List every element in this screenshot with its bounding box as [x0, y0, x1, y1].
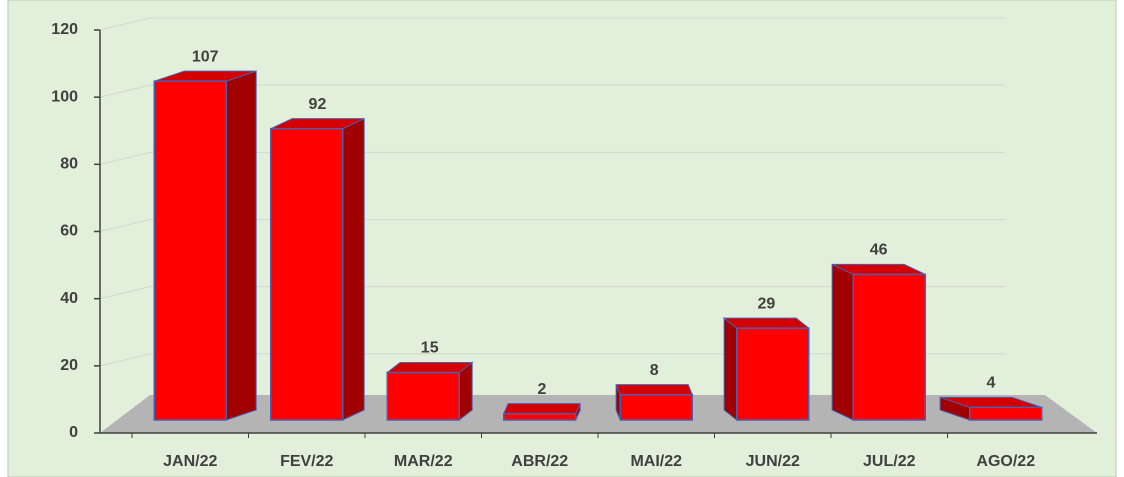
- y-tick-label: 40: [60, 290, 78, 307]
- bar-front: [386, 371, 460, 421]
- y-tick-label: 20: [60, 357, 78, 374]
- data-label: 4: [986, 375, 995, 392]
- x-tick-label: ABR/22: [511, 453, 568, 470]
- x-tick-label: JUN/22: [746, 453, 800, 470]
- bar-front: [270, 127, 344, 421]
- grid-line: [99, 84, 1005, 98]
- y-tick-label: 120: [51, 21, 78, 38]
- bar-top: [722, 317, 811, 329]
- y-tick-label: 100: [51, 88, 78, 105]
- x-tick-label: FEV/22: [280, 453, 333, 470]
- x-tick-label: JAN/22: [163, 453, 217, 470]
- data-label: 92: [309, 96, 327, 113]
- bar-top: [385, 362, 474, 373]
- bar-side: [831, 263, 854, 421]
- grid-line: [99, 151, 1005, 165]
- data-label: 8: [650, 362, 659, 379]
- x-tick-label: MAR/22: [394, 453, 453, 470]
- bar-front: [969, 406, 1043, 421]
- bar: [722, 317, 811, 422]
- bar: [831, 263, 926, 421]
- bar: [270, 117, 365, 421]
- grid-line: [99, 286, 1005, 300]
- bar: [615, 384, 693, 421]
- data-label: 46: [870, 242, 888, 259]
- data-label: 29: [758, 295, 776, 312]
- grid-line: [99, 353, 1005, 367]
- bar-front: [852, 273, 926, 421]
- bar-top: [502, 403, 581, 415]
- bar: [153, 70, 257, 421]
- y-tick-label: 0: [69, 424, 78, 441]
- data-label: 107: [192, 48, 219, 65]
- y-tick-label: 60: [60, 223, 78, 240]
- data-label: 15: [421, 340, 439, 357]
- bar-side: [723, 317, 738, 422]
- x-tick-label: MAI/22: [630, 453, 682, 470]
- grid-line: [99, 17, 1005, 31]
- bar-front: [153, 80, 227, 421]
- data-label: 2: [537, 381, 546, 398]
- x-tick-label: AGO/22: [976, 453, 1035, 470]
- y-tick-label: 80: [60, 156, 78, 173]
- x-tick-label: JUL/22: [863, 453, 916, 470]
- bar: [502, 403, 581, 421]
- bar-side: [342, 117, 365, 421]
- bar: [385, 361, 474, 422]
- bar-top: [615, 384, 693, 396]
- bar-front: [736, 327, 810, 421]
- bar-front: [503, 412, 577, 421]
- grid-line: [99, 219, 1005, 232]
- bar: [939, 396, 1043, 421]
- bar-side: [225, 70, 257, 421]
- bar-front: [619, 393, 693, 421]
